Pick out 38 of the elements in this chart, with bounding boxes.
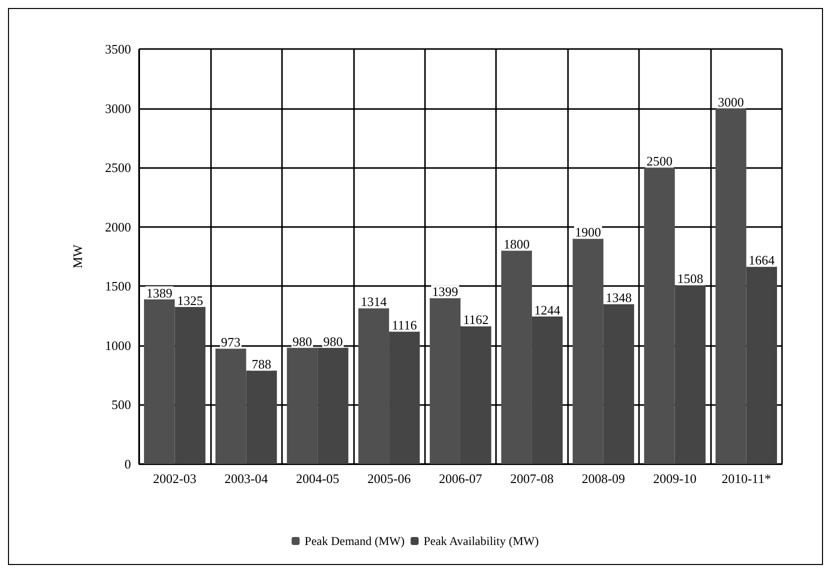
data-label: 1325 [177,292,204,308]
data-label: 1244 [534,302,561,318]
x-tick-label: 2009-10 [653,471,697,486]
data-label: 1116 [392,318,418,333]
data-label: 1389 [146,285,172,300]
legend-label: Peak Demand (MW) [304,534,405,548]
y-tick-label: 2500 [105,160,131,176]
x-tick-label: 2010-11* [722,471,771,486]
data-label: 1399 [432,284,458,300]
x-tick-label: 2003-04 [224,471,268,486]
y-tick-label: 500 [112,397,131,412]
x-tick-label: 2005-06 [367,471,412,486]
data-label: 1162 [463,312,489,328]
data-label: 3000 [718,94,744,110]
x-tick-label: 2006-07 [438,471,483,486]
data-label: 973 [221,334,241,350]
y-tick-label: 1000 [105,338,131,353]
x-tick-label: 2007-08 [510,471,554,486]
x-tick-label: 2002-03 [153,471,196,486]
y-tick-label: 3500 [105,42,131,56]
data-label: 1664 [748,252,776,268]
data-label: 980 [292,334,312,349]
y-tick-label: 0 [124,456,131,472]
data-label: 1800 [504,236,530,252]
data-label: 2500 [646,154,672,169]
data-label: 1348 [606,290,632,306]
legend-label: Peak Availability (MW) [424,534,539,548]
data-label: 788 [252,356,272,372]
x-tick-label: 2004-05 [296,471,340,486]
data-label: 1900 [575,224,602,240]
y-tick-label: 1500 [105,278,131,294]
y-tick-label: 3000 [105,100,131,116]
data-label: 1314 [360,294,388,310]
data-label: 1508 [677,271,704,286]
y-tick-label: 2000 [105,219,131,234]
x-tick-label: 2008-09 [582,471,626,486]
y-axis-title: MW [70,244,85,268]
data-label: 980 [323,334,343,349]
